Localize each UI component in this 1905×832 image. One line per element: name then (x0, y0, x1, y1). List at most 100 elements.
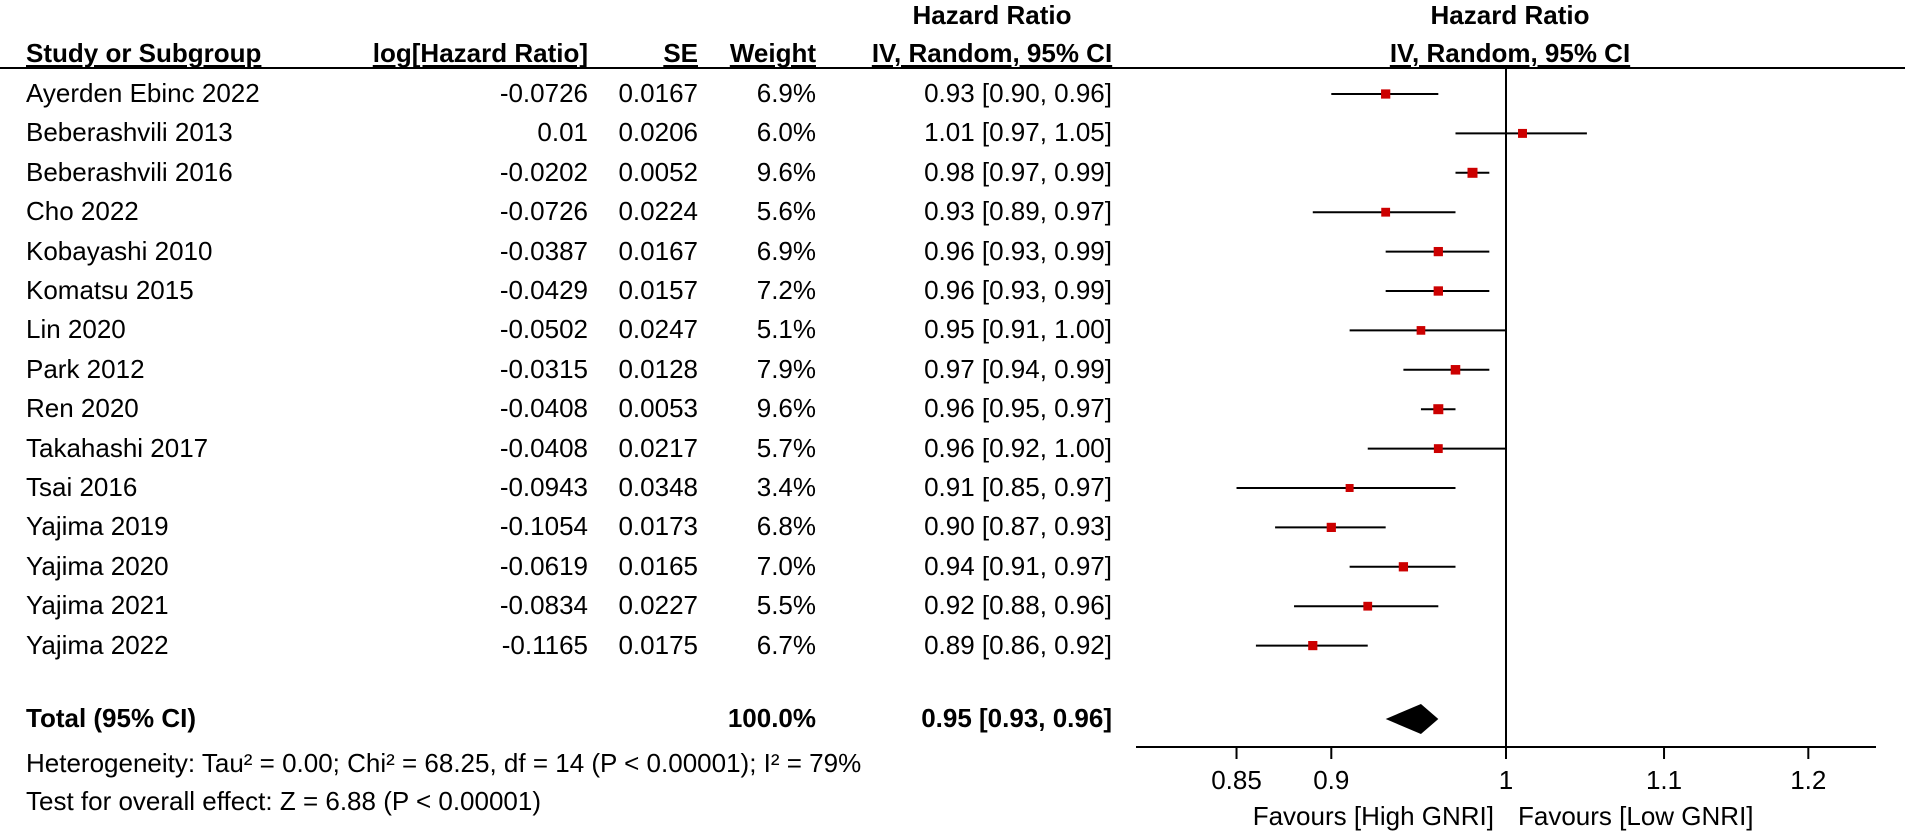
study-ci: 0.97 [0.94, 0.99] (924, 353, 1112, 384)
study-loghr: -0.0429 (499, 275, 588, 305)
study-loghr: -0.0387 (499, 235, 588, 266)
study-ci: 0.92 [0.88, 0.96] (924, 590, 1112, 621)
study-marker (1518, 128, 1527, 138)
study-name: Yajima 2020 (26, 550, 169, 581)
study-weight: 6.9% (756, 78, 816, 108)
favours-left-label: Favours [High GNRI] (1253, 801, 1494, 831)
study-name: Park 2012 (26, 353, 145, 384)
weight-column-header: Weight (729, 38, 816, 68)
study-marker (1381, 89, 1391, 99)
x-tick-label: 1.2 (1790, 765, 1826, 795)
study-ci: 0.93 [0.90, 0.96] (924, 78, 1112, 108)
study-name: Yajima 2022 (26, 629, 169, 660)
study-loghr: -0.0726 (499, 78, 588, 108)
study-weight: 5.5% (756, 590, 816, 621)
study-ci: 1.01 [0.97, 1.05] (924, 117, 1112, 148)
x-tick-label: 0.9 (1313, 765, 1349, 795)
study-ci: 0.96 [0.92, 1.00] (924, 432, 1112, 463)
study-se: 0.0175 (618, 629, 698, 660)
heterogeneity-text: Heterogeneity: Tau² = 0.00; Chi² = 68.25… (26, 748, 862, 778)
study-ci: 0.93 [0.89, 0.97] (924, 196, 1112, 227)
x-tick-label: 1.1 (1646, 765, 1682, 795)
study-se: 0.0053 (618, 393, 698, 424)
study-marker (1433, 404, 1444, 415)
study-ci: 0.96 [0.93, 0.99] (924, 235, 1112, 266)
study-column-header: Study or Subgroup (26, 38, 262, 68)
study-marker (1381, 207, 1391, 217)
study-weight: 6.9% (756, 235, 816, 266)
study-ci: 0.91 [0.85, 0.97] (924, 472, 1112, 502)
overall-effect-text: Test for overall effect: Z = 6.88 (P < 0… (26, 786, 541, 816)
study-name: Kobayashi 2010 (26, 235, 213, 266)
plot-header-line1: Hazard Ratio (1430, 0, 1590, 30)
study-marker (1308, 641, 1318, 651)
study-loghr: -0.0502 (499, 314, 588, 345)
study-name: Komatsu 2015 (26, 275, 194, 305)
study-marker (1363, 601, 1373, 611)
study-weight: 9.6% (756, 393, 816, 424)
study-se: 0.0206 (618, 117, 698, 148)
study-ci: 0.89 [0.86, 0.92] (924, 629, 1112, 660)
study-loghr: -0.1165 (501, 629, 588, 660)
study-se: 0.0165 (618, 550, 698, 581)
study-loghr: -0.0726 (499, 196, 588, 227)
study-name: Yajima 2019 (26, 511, 169, 542)
favours-right-label: Favours [Low GNRI] (1518, 801, 1754, 831)
study-ci: 0.90 [0.87, 0.93] (924, 511, 1112, 542)
study-se: 0.0128 (618, 353, 698, 384)
study-se: 0.0227 (618, 590, 698, 621)
hr-column-header-line2: IV, Random, 95% CI (871, 38, 1113, 68)
study-loghr: -0.0408 (499, 432, 588, 463)
plot-header-line2: IV, Random, 95% CI (1389, 38, 1631, 68)
study-se: 0.0224 (618, 196, 698, 227)
study-weight: 6.0% (756, 117, 816, 148)
pooled-diamond (1385, 704, 1439, 734)
study-name: Ayerden Ebinc 2022 (26, 78, 260, 108)
study-name: Yajima 2021 (26, 590, 169, 621)
total-label: Total (95% CI) (26, 703, 196, 733)
study-ci: 0.96 [0.95, 0.97] (924, 393, 1112, 424)
study-se: 0.0052 (618, 156, 698, 187)
study-se: 0.0217 (618, 432, 698, 463)
study-se: 0.0173 (618, 511, 698, 542)
loghr-column-header: log[Hazard Ratio] (372, 38, 588, 68)
study-loghr: 0.01 (537, 117, 588, 148)
study-weight: 5.6% (756, 196, 816, 227)
study-loghr: -0.0408 (499, 393, 588, 424)
study-weight: 7.0% (756, 550, 816, 581)
study-ci: 0.98 [0.97, 0.99] (924, 156, 1112, 187)
study-se: 0.0167 (618, 78, 698, 108)
study-marker (1326, 522, 1336, 533)
study-marker (1450, 365, 1461, 375)
study-weight: 3.4% (756, 472, 816, 502)
study-marker (1416, 326, 1426, 335)
total-weight: 100.0% (727, 703, 816, 733)
study-weight: 5.1% (756, 314, 816, 345)
study-weight: 6.8% (756, 511, 816, 542)
study-se: 0.0348 (618, 472, 698, 502)
study-name: Beberashvili 2013 (26, 117, 233, 148)
study-weight: 5.7% (756, 432, 816, 463)
study-marker (1345, 484, 1354, 492)
study-name: Beberashvili 2016 (26, 156, 233, 187)
study-ci: 0.94 [0.91, 0.97] (924, 550, 1112, 581)
study-ci: 0.96 [0.93, 0.99] (924, 275, 1112, 305)
study-marker (1433, 444, 1443, 454)
se-column-header: SE (663, 38, 698, 68)
study-loghr: -0.0834 (499, 590, 588, 621)
total-ci: 0.95 [0.93, 0.96] (921, 703, 1112, 733)
study-se: 0.0157 (618, 275, 698, 305)
study-loghr: -0.0619 (499, 550, 588, 581)
study-se: 0.0167 (618, 235, 698, 266)
study-loghr: -0.0315 (499, 353, 588, 384)
study-weight: 9.6% (756, 156, 816, 187)
study-name: Ren 2020 (26, 393, 139, 424)
study-marker (1398, 562, 1409, 572)
study-marker (1467, 167, 1478, 178)
hr-column-header-line1: Hazard Ratio (912, 0, 1072, 30)
study-ci: 0.95 [0.91, 1.00] (924, 314, 1112, 345)
study-name: Lin 2020 (26, 314, 126, 345)
study-weight: 6.7% (756, 629, 816, 660)
study-loghr: -0.0943 (499, 472, 588, 502)
